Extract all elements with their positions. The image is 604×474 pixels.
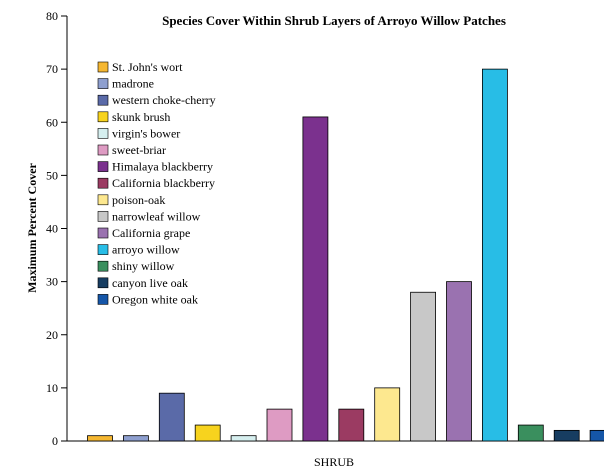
y-tick-label: 40 bbox=[46, 222, 58, 236]
legend-label: arroyo willow bbox=[112, 243, 180, 257]
legend-swatch bbox=[98, 162, 108, 172]
legend-swatch bbox=[98, 245, 108, 255]
bar bbox=[231, 436, 256, 441]
y-tick-label: 20 bbox=[46, 328, 58, 342]
bar bbox=[159, 393, 184, 441]
legend-swatch bbox=[98, 294, 108, 304]
legend-label: Himalaya blackberry bbox=[112, 160, 213, 174]
y-tick-label: 10 bbox=[46, 381, 58, 395]
bar bbox=[554, 430, 579, 441]
legend-label: madrone bbox=[112, 77, 154, 91]
legend-swatch bbox=[98, 128, 108, 138]
bar bbox=[590, 430, 604, 441]
legend-label: narrowleaf willow bbox=[112, 209, 201, 223]
legend-label: California grape bbox=[112, 226, 190, 240]
legend-swatch bbox=[98, 112, 108, 122]
legend-swatch bbox=[98, 178, 108, 188]
bar bbox=[123, 436, 148, 441]
bar bbox=[339, 409, 364, 441]
legend-label: canyon live oak bbox=[112, 276, 188, 290]
bar bbox=[195, 425, 220, 441]
legend-label: sweet-briar bbox=[112, 143, 166, 157]
bar bbox=[518, 425, 543, 441]
legend-swatch bbox=[98, 145, 108, 155]
bar bbox=[447, 282, 472, 441]
legend: St. John's wort madrone western choke-cher… bbox=[98, 60, 216, 306]
legend-swatch bbox=[98, 79, 108, 89]
legend-label: shiny willow bbox=[112, 259, 175, 273]
x-axis-label: SHRUB bbox=[314, 455, 354, 469]
bar bbox=[88, 436, 113, 441]
legend-swatch bbox=[98, 228, 108, 238]
legend-swatch bbox=[98, 62, 108, 72]
legend-label: St. John's wort bbox=[112, 60, 183, 74]
y-tick-label: 0 bbox=[52, 434, 58, 448]
legend-label: skunk brush bbox=[112, 110, 170, 124]
y-axis-label: Maximum Percent Cover bbox=[25, 162, 39, 292]
bar bbox=[411, 292, 436, 441]
bar bbox=[267, 409, 292, 441]
legend-swatch bbox=[98, 211, 108, 221]
legend-label: California blackberry bbox=[112, 176, 215, 190]
bar bbox=[482, 69, 507, 441]
legend-label: western choke-cherry bbox=[112, 93, 216, 107]
y-tick-label: 50 bbox=[46, 168, 58, 182]
bar bbox=[375, 388, 400, 441]
legend-label: poison-oak bbox=[112, 193, 165, 207]
bar bbox=[303, 117, 328, 441]
legend-swatch bbox=[98, 95, 108, 105]
y-tick-label: 80 bbox=[46, 9, 58, 23]
legend-label: virgin's bower bbox=[112, 126, 180, 140]
legend-label: Oregon white oak bbox=[112, 292, 198, 306]
y-tick-label: 60 bbox=[46, 115, 58, 129]
legend-swatch bbox=[98, 278, 108, 288]
y-tick-label: 30 bbox=[46, 275, 58, 289]
y-tick-label: 70 bbox=[46, 62, 58, 76]
chart-title: Species Cover Within Shrub Layers of Arr… bbox=[162, 13, 506, 28]
legend-swatch bbox=[98, 195, 108, 205]
legend-swatch bbox=[98, 261, 108, 271]
